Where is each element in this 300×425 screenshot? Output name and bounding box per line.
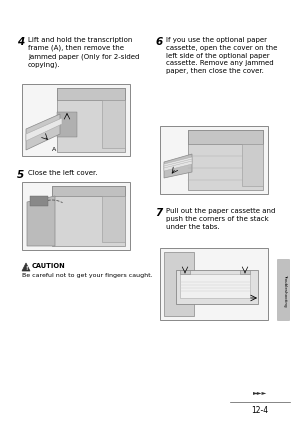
Text: Be careful not to get your fingers caught.: Be careful not to get your fingers caugh…	[22, 273, 153, 278]
Text: 6: 6	[155, 37, 162, 47]
Bar	[242, 144, 263, 186]
Bar	[52, 186, 125, 246]
Bar	[164, 252, 194, 316]
Polygon shape	[164, 159, 192, 169]
Text: CAUTION: CAUTION	[32, 264, 66, 269]
Bar	[176, 270, 258, 304]
Bar	[22, 84, 130, 156]
Bar	[22, 182, 130, 250]
Text: 4: 4	[17, 37, 24, 47]
Bar	[180, 274, 250, 298]
Text: 5: 5	[17, 170, 24, 180]
Text: 12-4: 12-4	[251, 406, 268, 415]
Bar	[188, 130, 263, 190]
Bar	[57, 88, 125, 152]
Text: Close the left cover.: Close the left cover.	[28, 170, 98, 176]
Bar	[57, 112, 77, 137]
FancyBboxPatch shape	[277, 259, 290, 321]
Polygon shape	[22, 263, 30, 271]
Bar	[102, 196, 125, 242]
Text: !: !	[25, 266, 27, 270]
Bar	[160, 126, 268, 194]
Bar	[240, 270, 250, 274]
Bar	[57, 88, 125, 100]
Text: 7: 7	[155, 208, 162, 218]
Bar	[160, 248, 268, 320]
Polygon shape	[164, 154, 192, 178]
Polygon shape	[27, 196, 55, 246]
Bar	[102, 100, 125, 148]
Bar	[30, 196, 48, 206]
Polygon shape	[164, 157, 192, 167]
Text: ►►►: ►►►	[253, 390, 267, 395]
Text: Lift and hold the transcription
frame (A), then remove the
jammed paper (Only fo: Lift and hold the transcription frame (A…	[28, 37, 140, 68]
Text: Pull out the paper cassette and
push the corners of the stack
under the tabs.: Pull out the paper cassette and push the…	[166, 208, 275, 230]
Bar	[188, 130, 263, 144]
Bar	[180, 270, 190, 274]
Polygon shape	[26, 118, 62, 141]
Text: Troubleshooting: Troubleshooting	[283, 274, 287, 306]
Text: If you use the optional paper
cassette, open the cover on the
left side of the o: If you use the optional paper cassette, …	[166, 37, 278, 74]
Bar	[52, 186, 125, 196]
Polygon shape	[164, 161, 192, 171]
Polygon shape	[26, 114, 60, 150]
Text: A: A	[52, 147, 56, 152]
